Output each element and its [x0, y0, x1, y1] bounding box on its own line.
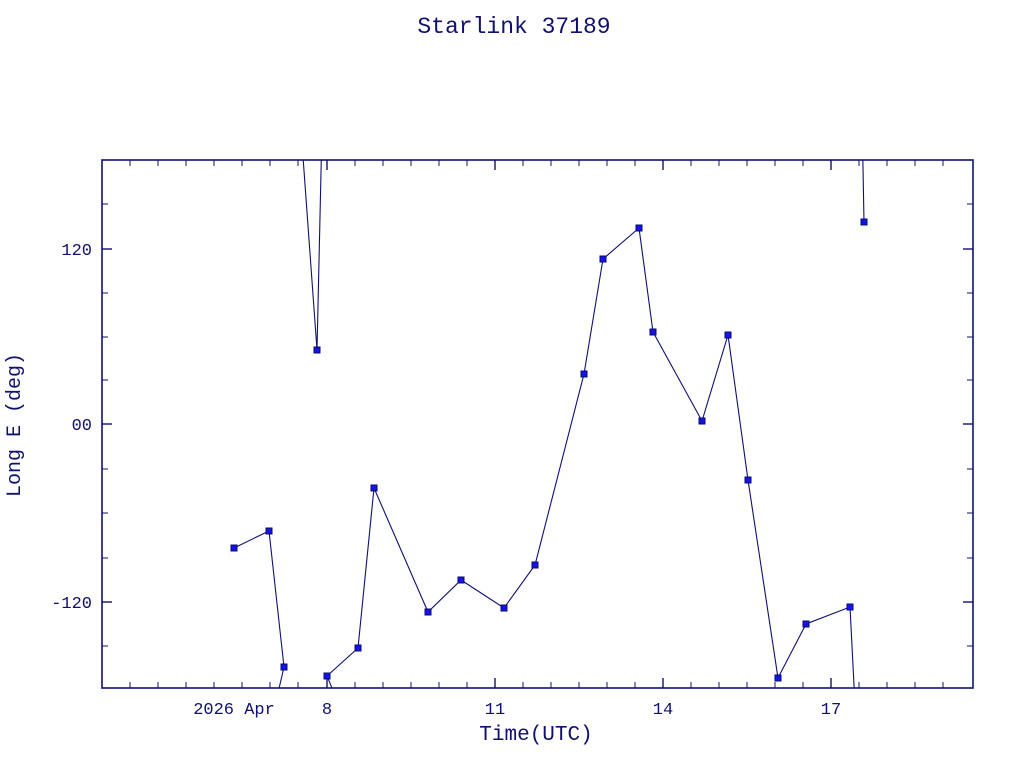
svg-text:2026 Apr: 2026 Apr — [193, 701, 275, 720]
svg-text:11: 11 — [485, 701, 505, 720]
svg-text:Long E (deg): Long E (deg) — [4, 353, 27, 497]
svg-text:Time(UTC): Time(UTC) — [479, 724, 592, 747]
svg-text:17: 17 — [821, 701, 841, 720]
svg-text:-120: -120 — [51, 595, 92, 614]
svg-text:00: 00 — [72, 417, 92, 436]
svg-text:14: 14 — [653, 701, 673, 720]
svg-text:Starlink 37189: Starlink 37189 — [417, 14, 610, 40]
svg-text:120: 120 — [61, 242, 92, 261]
svg-text:8: 8 — [322, 701, 332, 720]
